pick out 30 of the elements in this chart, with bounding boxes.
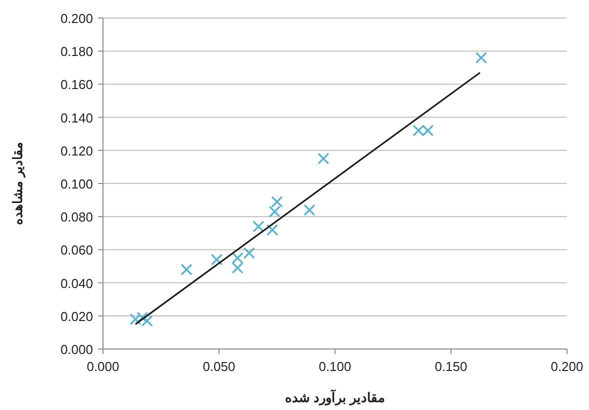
y-tick-label: 0.140 [60,110,93,126]
y-tick-label: 0.080 [60,210,93,225]
point [252,220,264,232]
y-tick-label: 0.020 [60,308,93,324]
y-tick-label: 0.100 [60,176,93,192]
x-tick-label: 0.200 [550,359,584,374]
y-tick-label: 0.040 [60,276,93,291]
x-tick-label: 0.000 [86,359,120,374]
point [268,206,281,218]
point [180,264,192,276]
point [318,152,330,165]
point [232,252,244,264]
y-tick-label: 0.160 [60,77,93,92]
point [266,224,278,236]
point [475,52,488,64]
y-tick-label: 0.120 [60,143,93,158]
point [232,262,244,274]
point [271,196,283,208]
y-tick-label: 0.060 [60,242,93,258]
point [304,204,316,216]
point [210,254,223,266]
x-tick-label: 0.050 [202,359,236,374]
y-axis-title: مقادیر مشاهده [10,142,26,225]
x-axis-title: مقادیر برآورد شده [284,389,386,406]
point [243,247,256,259]
x-tick-label: 0.150 [434,359,468,374]
y-tick-label: 0.180 [60,44,93,60]
x-tick-label: 0.100 [318,359,352,374]
y-tick-label: 0.000 [60,342,93,357]
y-tick-label: 0.200 [60,11,93,26]
